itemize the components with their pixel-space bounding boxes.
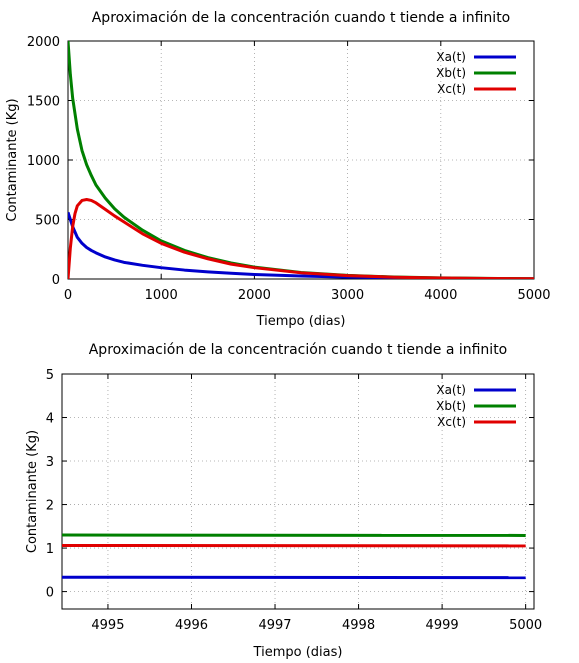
x-tick-label: 4000 xyxy=(424,288,457,303)
y-tick-label: 1 xyxy=(46,542,54,557)
y-tick-label: 0 xyxy=(52,273,60,288)
plot-frame xyxy=(61,373,535,610)
series-line-xat xyxy=(68,211,534,279)
y-tick-label: 0 xyxy=(46,586,54,601)
y-tick-label: 2000 xyxy=(27,35,60,50)
x-tick-label: 4995 xyxy=(91,618,124,633)
y-tick-label: 500 xyxy=(35,214,60,229)
y-tick-label: 3 xyxy=(46,455,54,470)
legend-label: Xc(t) xyxy=(437,415,466,429)
chart-2: 4995 4996 4997 4998 4999 5000 0 1 2 3 4 5 Aproximaci… xyxy=(25,342,542,660)
x-tick-label: 5000 xyxy=(509,618,542,633)
x-tick-label: 4998 xyxy=(342,618,375,633)
x-tick-label: 4997 xyxy=(258,618,291,633)
y-tick-label: 1000 xyxy=(27,154,60,169)
y-tick-label: 5 xyxy=(46,368,54,383)
legend-label: Xb(t) xyxy=(436,66,466,80)
x-tick-label: 4999 xyxy=(426,618,459,633)
x-tick-label: 3000 xyxy=(331,288,364,303)
x-tick-label: 4996 xyxy=(175,618,208,633)
chart-1: 0 1000 2000 3000 4000 5000 0 500 1000 1500 2000 Apr… xyxy=(5,10,551,329)
legend-label: Xa(t) xyxy=(436,383,466,397)
legend-label: Xb(t) xyxy=(436,399,466,413)
chart-title: Aproximación de la concentración cuando … xyxy=(89,342,508,358)
chart-title: Aproximación de la concentración cuando … xyxy=(92,10,511,26)
y-tick-label: 1500 xyxy=(27,95,60,110)
x-tick-label: 2000 xyxy=(238,288,271,303)
y-tick-label: 2 xyxy=(46,499,54,514)
x-tick-label: 0 xyxy=(64,288,72,303)
legend-label: Xa(t) xyxy=(436,50,466,64)
x-axis-label: Tiempo (dias) xyxy=(256,314,346,329)
y-axis-label: Contaminante (Kg) xyxy=(5,98,20,221)
y-axis-label: Contaminante (Kg) xyxy=(25,430,40,553)
x-tick-label: 5000 xyxy=(517,288,550,303)
x-axis-label: Tiempo (dias) xyxy=(253,645,343,660)
legend-label: Xc(t) xyxy=(437,82,466,96)
series-line-xct xyxy=(68,198,534,279)
y-tick-label: 4 xyxy=(46,412,54,427)
x-tick-label: 1000 xyxy=(145,288,178,303)
